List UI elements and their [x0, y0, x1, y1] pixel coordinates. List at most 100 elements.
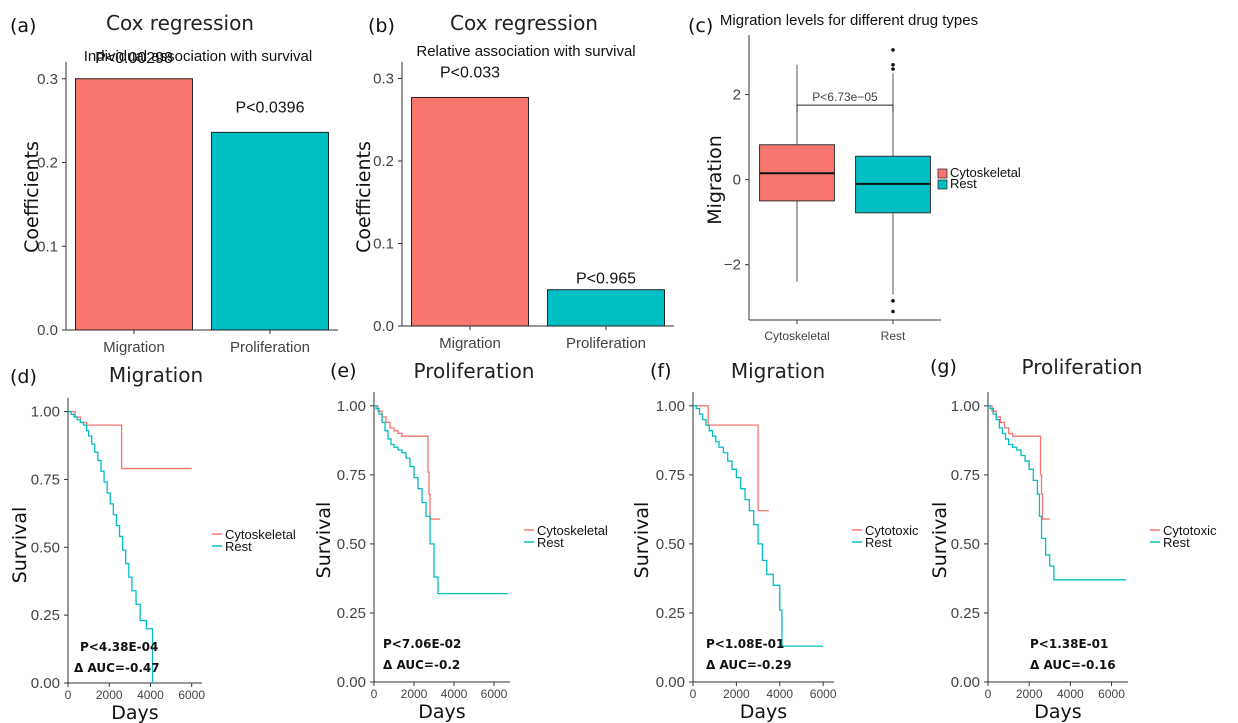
legend-swatch	[937, 179, 948, 190]
y-tick-label: 0.00	[951, 674, 980, 691]
panel-letter: (a)	[10, 15, 36, 37]
x-axis-title: Days	[111, 702, 158, 723]
y-tick-label: 0.2	[373, 153, 394, 170]
y-tick-label: 0.3	[373, 71, 394, 88]
legend-label: Cytotoxic	[1163, 523, 1217, 538]
panel-letter: (g)	[930, 356, 957, 378]
y-tick-label: 0.50	[31, 539, 60, 556]
outlier-point	[891, 67, 895, 71]
bar-p-value: P<0.965	[576, 271, 636, 288]
x-tick-label: 4000	[1057, 687, 1084, 701]
x-tick-label: 0	[985, 687, 992, 701]
km-curve-cytotoxic	[988, 405, 1050, 520]
legend-label: Rest	[225, 539, 252, 554]
p-value-annotation: P<4.38E-04	[80, 640, 158, 654]
chart-title: Cox regression	[450, 11, 598, 35]
y-tick-label: 0.1	[373, 236, 394, 253]
y-tick-label: 0.75	[337, 467, 366, 484]
panel-letter: (e)	[330, 360, 357, 382]
y-tick-label: 0	[733, 172, 741, 189]
y-tick-label: 0.1	[37, 238, 58, 255]
x-axis-title: Days	[1034, 701, 1081, 723]
bar-proliferation	[211, 131, 329, 331]
y-tick-label: 0.50	[951, 536, 980, 553]
bar-p-value: P<0.0396	[236, 99, 305, 116]
x-tick-label: 0	[371, 687, 378, 701]
panel-letter: (f)	[650, 360, 672, 382]
km-curve-rest	[374, 405, 508, 595]
legend-label: Cytotoxic	[865, 523, 919, 538]
x-tick-label: Migration	[439, 335, 501, 352]
auc-annotation: Δ AUC=-0.2	[383, 658, 460, 672]
y-tick-label: 0.00	[31, 675, 60, 692]
y-axis-title: Survival	[313, 502, 335, 579]
y-axis-title: Coefficients	[353, 141, 375, 253]
chart-title: Proliferation	[1022, 355, 1143, 379]
x-tick-label: 2000	[1016, 687, 1043, 701]
outlier-point	[891, 48, 895, 52]
km-curve-cytotoxic	[693, 405, 769, 512]
significance-bracket	[796, 104, 894, 113]
chart-subtitle: Individual association with survival	[84, 48, 312, 65]
x-tick-label: Cytoskeletal	[764, 329, 829, 343]
legend-label: Rest	[865, 535, 892, 550]
y-tick-label: 0.50	[337, 536, 366, 553]
y-axis-title: Coefficients	[21, 141, 43, 253]
y-axis-title: Survival	[929, 502, 951, 579]
y-axis-title: Migration	[704, 135, 726, 225]
x-tick-label: 6000	[810, 687, 837, 701]
y-tick-label: 0.75	[31, 471, 60, 488]
panel-letter: (c)	[688, 15, 713, 37]
panel-d: (d) Migration 0.00 0.25 0.50 0.75 1.00 0 2000 400…	[9, 363, 296, 723]
panel-g: (g) Proliferation 0.00 0.25 0.50 0.75 1.00 0 200…	[929, 355, 1217, 723]
legend-label: Cytoskeletal	[537, 523, 608, 538]
bar-p-value: P<0.033	[440, 64, 500, 81]
x-tick-label: Rest	[881, 329, 906, 343]
x-tick-label: 6000	[178, 688, 205, 702]
legend-label: Rest	[950, 176, 977, 191]
outlier-point	[891, 62, 895, 67]
auc-annotation: Δ AUC=-0.16	[1030, 658, 1116, 672]
y-tick-label: 0.2	[37, 155, 58, 172]
x-tick-label: 0	[690, 687, 697, 701]
y-axis-title: Survival	[9, 507, 31, 584]
chart-subtitle: Relative association with survival	[416, 43, 635, 60]
chart-title: Migration	[731, 359, 825, 383]
x-tick-label: 2000	[723, 687, 750, 701]
bar-proliferation	[547, 289, 665, 327]
y-tick-label: 0.0	[37, 322, 58, 339]
x-tick-label: Migration	[103, 339, 165, 356]
km-curve-rest	[68, 410, 154, 683]
bar-migration	[411, 96, 529, 327]
panel-f: (f) Migration 0.00 0.25 0.50 0.75 1.00 0 2000 400…	[631, 359, 919, 723]
outlier-point	[891, 309, 895, 314]
p-value-annotation: P<1.08E-01	[706, 637, 784, 651]
y-tick-label: 1.00	[656, 398, 685, 415]
x-tick-label: 4000	[766, 687, 793, 701]
km-curve-cytoskeletal	[68, 410, 192, 470]
y-tick-label: 0.25	[951, 605, 980, 622]
y-tick-label: 0.75	[951, 467, 980, 484]
x-tick-label: 2000	[401, 687, 428, 701]
x-tick-label: 6000	[1098, 687, 1125, 701]
p-value-annotation: P<1.38E-01	[1030, 637, 1108, 651]
x-axis-title: Days	[740, 701, 787, 723]
legend-label: Rest	[1163, 535, 1190, 550]
y-tick-label: 1.00	[31, 404, 60, 421]
y-tick-label: 0.3	[37, 71, 58, 88]
legend-swatch	[937, 168, 948, 179]
y-tick-label: 0.25	[337, 605, 366, 622]
chart-title: Migration	[109, 363, 203, 387]
y-tick-label: 0.00	[337, 674, 366, 691]
panel-letter: (d)	[10, 366, 37, 388]
chart-title: Cox regression	[106, 11, 254, 35]
x-tick-label: 0	[65, 688, 72, 702]
panel-c: (c) Migration levels for different drug t…	[688, 12, 1021, 343]
y-tick-label: 0.50	[656, 536, 685, 553]
p-value-annotation: P<7.06E-02	[383, 637, 461, 651]
y-tick-label: −2	[724, 257, 741, 274]
bar-p-value: P<0.00298	[95, 50, 173, 67]
y-tick-label: 0.0	[373, 318, 394, 335]
legend-label: Rest	[537, 535, 564, 550]
